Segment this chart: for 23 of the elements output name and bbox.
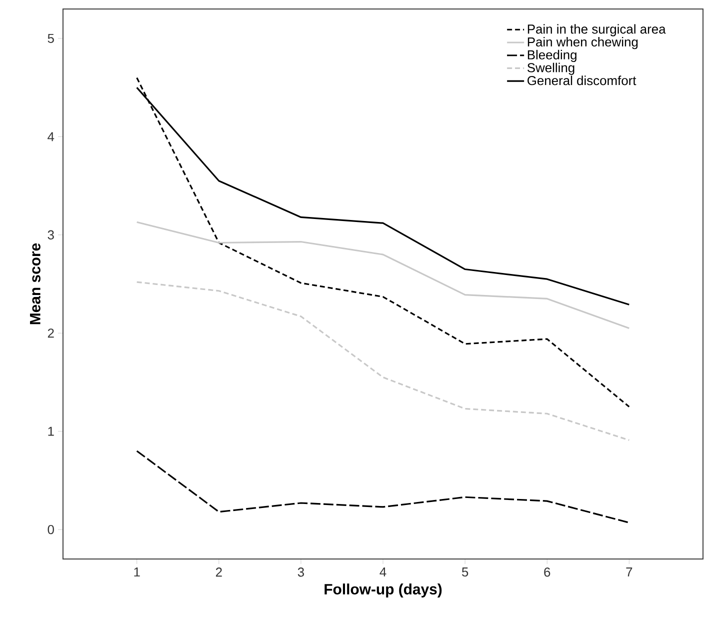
legend-label: Swelling [527, 62, 574, 75]
x-tick-label: 2 [216, 568, 222, 577]
x-tick-label: 5 [462, 568, 468, 577]
y-tick-label: 5 [48, 34, 54, 43]
legend-label: Bleeding [528, 50, 576, 62]
y-axis-title: Mean score [30, 243, 40, 324]
x-tick-label: 6 [544, 568, 550, 577]
legend-label: Pain in the surgical area [528, 24, 666, 36]
y-tick-label: 3 [48, 230, 54, 240]
line-series [136, 281, 630, 441]
legend-label: Pain when chewing [528, 37, 638, 50]
x-tick-label: 4 [380, 568, 386, 576]
legend-label: General discomfort [528, 76, 636, 86]
x-tick-label: 7 [626, 568, 632, 576]
y-tick-label: 4 [48, 132, 54, 142]
y-tick-label: 2 [48, 328, 54, 338]
line-series [136, 221, 630, 329]
x-axis-title: Follow-up (days) [324, 584, 442, 598]
x-tick-label: 1 [134, 568, 140, 576]
y-tick-label: 0 [48, 524, 54, 534]
line-series [136, 450, 630, 524]
y-tick-label: 1 [48, 426, 54, 436]
x-tick-label: 3 [298, 568, 304, 577]
